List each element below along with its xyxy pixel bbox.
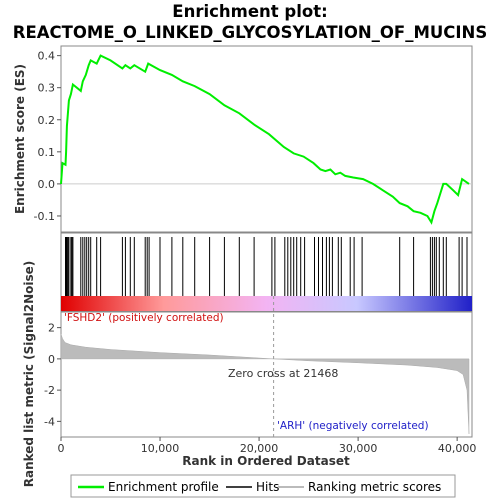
es-y-tick-label: 0.2 <box>38 114 56 127</box>
es-y-tick-label: 0.0 <box>38 178 56 191</box>
es-y-tick-label: 0.3 <box>38 82 56 95</box>
es-y-axis: -0.1 0.0 0.1 0.2 0.3 0.4 <box>34 50 61 223</box>
rank-gradient-bar <box>61 296 472 311</box>
es-y-tick-label: 0.1 <box>38 146 56 159</box>
x-tick-label: 0 <box>58 442 65 455</box>
metric-panel-frame <box>60 311 473 438</box>
hits-group <box>65 237 468 296</box>
legend-box <box>70 474 456 498</box>
x-axis: 0 10,000 20,000 30,000 40,000 <box>58 437 477 455</box>
metric-y-tick-label: -4 <box>44 415 55 428</box>
zero-cross-label: Zero cross at 21468 <box>228 367 338 380</box>
ranking-metric-area <box>60 333 470 434</box>
metric-y-axis-label: Ranked list metric (Signal2Noise) <box>22 261 36 488</box>
x-tick-label: 10,000 <box>141 442 180 455</box>
positive-correlation-label: 'FSHD2' (positively correlated) <box>64 312 224 324</box>
chart-title-line1: Enrichment plot: <box>172 2 327 21</box>
chart-title-line2: REACTOME_O_LINKED_GLYCOSYLATION_OF_MUCIN… <box>13 23 487 42</box>
x-tick-label: 20,000 <box>240 442 279 455</box>
es-y-axis-label: Enrichment score (ES) <box>13 64 27 214</box>
es-y-tick-label: -0.1 <box>34 210 55 223</box>
negative-correlation-label: 'ARH' (negatively correlated) <box>277 420 429 432</box>
metric-y-axis: -4 -2 0 2 <box>44 322 61 428</box>
es-panel-frame <box>60 45 473 233</box>
es-y-tick-label: 0.4 <box>38 50 56 63</box>
legend-metric-label: Ranking metric scores <box>308 480 441 494</box>
enrichment-profile-line <box>60 54 470 225</box>
legend-enrichment-label: Enrichment profile <box>108 480 219 494</box>
metric-y-tick-label: -2 <box>44 384 55 397</box>
metric-y-tick-label: 0 <box>48 353 55 366</box>
legend-hits-label: Hits <box>256 480 279 494</box>
x-tick-label: 40,000 <box>438 442 477 455</box>
x-axis-label: Rank in Ordered Dataset <box>182 454 350 468</box>
x-tick-label: 30,000 <box>339 442 378 455</box>
metric-y-tick-label: 2 <box>48 322 55 335</box>
